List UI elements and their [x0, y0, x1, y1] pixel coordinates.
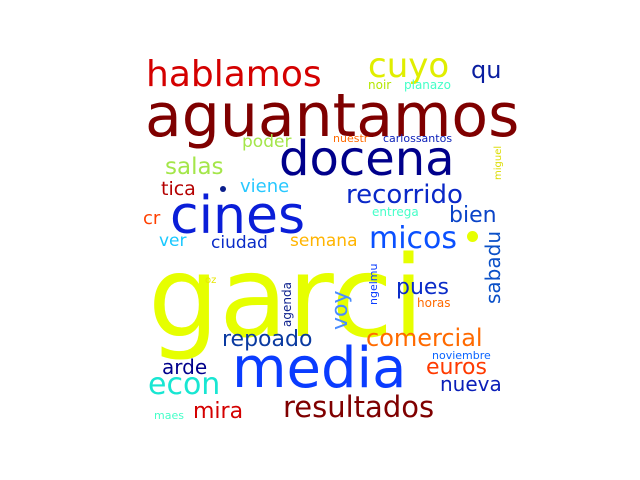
word-nueva: nueva [440, 372, 502, 396]
word-noir: noir [368, 78, 392, 92]
word-cines: cines [170, 186, 306, 246]
word-oz: oz [205, 275, 217, 286]
word-aguantamos: aguantamos [145, 81, 520, 151]
word-sabadu: sabadu [481, 231, 505, 304]
word-entrega: entrega [372, 205, 419, 219]
word-mira: mira [193, 399, 244, 424]
word-hablamos: hablamos [146, 54, 322, 95]
word-recorrido: recorrido [346, 180, 463, 210]
word-ciudad: ciudad [211, 233, 268, 253]
word-cr: cr [143, 208, 161, 229]
word-semana: semana [290, 231, 358, 251]
word-qu: qu [471, 56, 502, 84]
word-pues: pues [396, 275, 449, 300]
dot-small-yellow [467, 231, 478, 242]
word-nuestr: nuestr [333, 132, 369, 145]
word-maes: maes [154, 409, 184, 422]
word-voy: voy [328, 290, 353, 331]
word-horas: horas [417, 296, 451, 310]
word-tica: tica [161, 178, 196, 200]
word-miguel: miguel [493, 145, 504, 180]
word-agenda: agenda [280, 282, 294, 327]
word-comercial: comercial [366, 324, 483, 352]
word-poder: poder [242, 132, 292, 152]
word-micos: micos [369, 221, 458, 256]
word-repoado: repoado [222, 327, 313, 352]
word-cuyo: cuyo [368, 46, 450, 86]
word-ngelmu: ngelmu [367, 263, 380, 305]
word-garci: garci [148, 233, 425, 363]
word-viene: viene [240, 176, 290, 197]
word-noviembre: noviembre [432, 349, 491, 362]
dot-small-navy [220, 186, 226, 192]
word-resultados: resultados [283, 390, 435, 424]
word-econ: econ [148, 367, 221, 402]
word-carlossantos: carlossantos [383, 132, 453, 145]
word-planazo: planazo [404, 78, 451, 92]
word-salas: salas [165, 154, 224, 180]
word-bien: bien [449, 203, 497, 228]
word-media: media [232, 336, 407, 401]
word-euros: euros [426, 355, 487, 380]
word-arde: arde [162, 355, 208, 379]
word-ver: ver [159, 231, 187, 251]
word-docena: docena [279, 131, 455, 187]
